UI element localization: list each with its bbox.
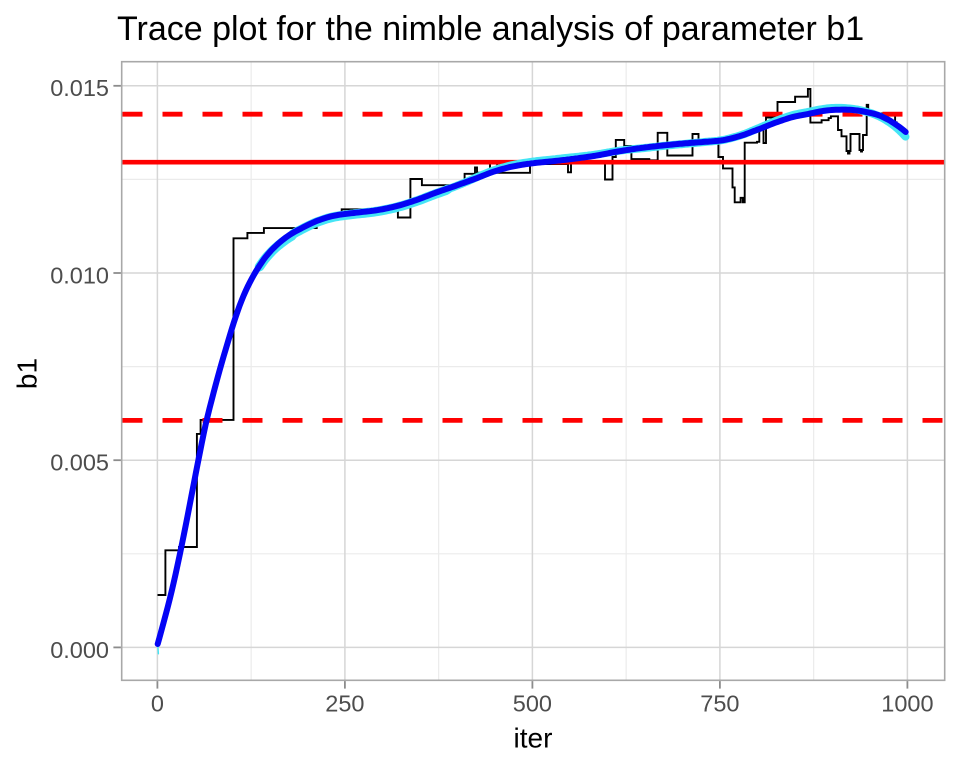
svg-text:750: 750 [700,691,739,717]
svg-text:0.005: 0.005 [50,450,109,476]
svg-text:Trace plot for the nimble anal: Trace plot for the nimble analysis of pa… [117,10,864,48]
svg-text:0.000: 0.000 [50,637,109,663]
svg-text:0: 0 [151,691,164,717]
svg-text:1000: 1000 [881,691,933,717]
svg-text:500: 500 [513,691,552,717]
svg-text:b1: b1 [12,358,43,389]
svg-text:iter: iter [514,723,553,754]
svg-text:0.015: 0.015 [50,75,109,101]
svg-text:0.010: 0.010 [50,262,109,288]
svg-text:250: 250 [325,691,364,717]
